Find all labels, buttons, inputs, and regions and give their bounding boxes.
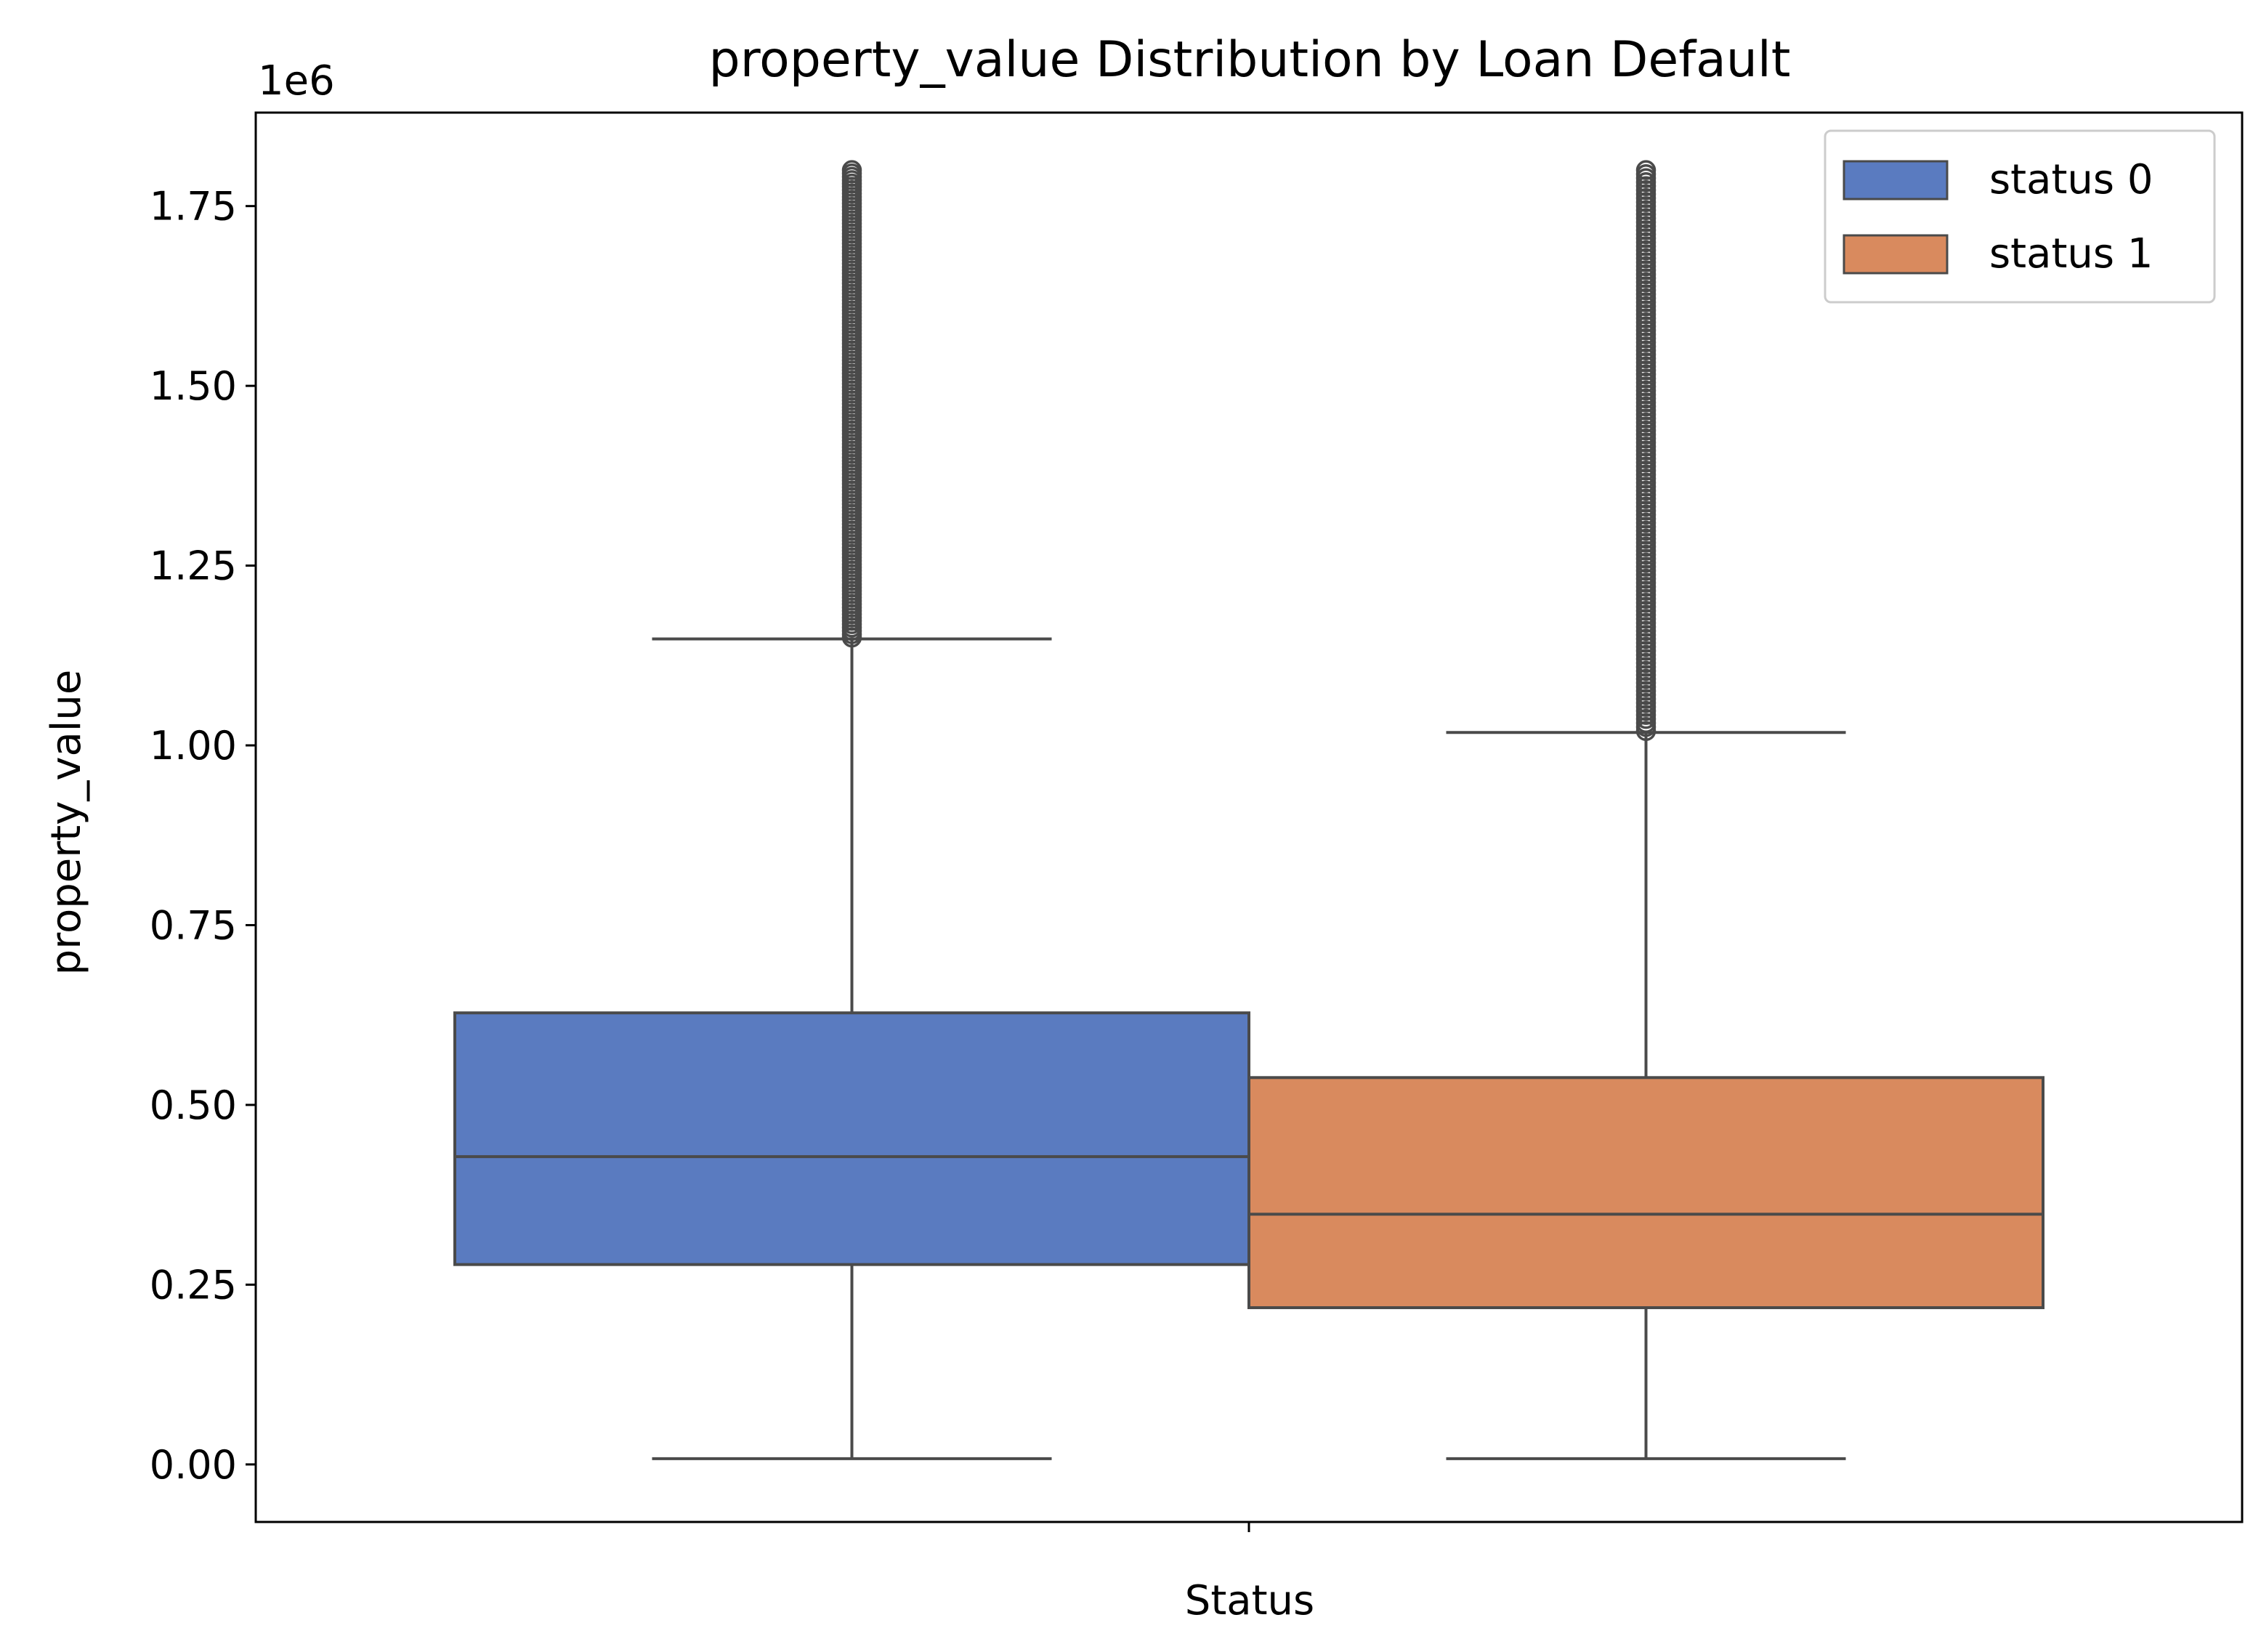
- outlier-point: [841, 160, 862, 180]
- iqr-box: [453, 1011, 1250, 1266]
- y-tick-label: 1.75: [150, 184, 237, 230]
- y-axis-label: property_value: [43, 670, 90, 976]
- legend-label: status 1: [1989, 230, 2153, 278]
- y-tick-label: 0.00: [150, 1442, 237, 1488]
- y-tick-label: 0.25: [150, 1262, 237, 1308]
- x-axis-label: Status: [1185, 1577, 1314, 1624]
- plot-area: 0.00 0.25 0.50 0.75 1.00 1.25 1.50 1.75: [150, 111, 2244, 1532]
- legend-label: status 0: [1989, 156, 2153, 203]
- plot-frame: [254, 111, 2244, 1523]
- y-tick-label: 1.00: [150, 723, 237, 769]
- legend: status 0 status 1: [1824, 129, 2216, 304]
- box-status-1: [1247, 160, 2044, 1460]
- y-tick-label: 1.25: [150, 543, 237, 589]
- outlier-point: [1635, 160, 1657, 180]
- y-offset-text: 1e6: [258, 57, 335, 105]
- y-tick-label: 0.50: [150, 1082, 237, 1128]
- iqr-box: [1247, 1076, 2044, 1310]
- chart-title: property_value Distribution by Loan Defa…: [709, 31, 1791, 89]
- legend-swatch: [1843, 234, 1949, 275]
- y-tick-label: 0.75: [150, 902, 237, 948]
- y-tick-label: 1.50: [150, 363, 237, 409]
- legend-swatch: [1843, 160, 1949, 201]
- box-status-0: [453, 160, 1250, 1460]
